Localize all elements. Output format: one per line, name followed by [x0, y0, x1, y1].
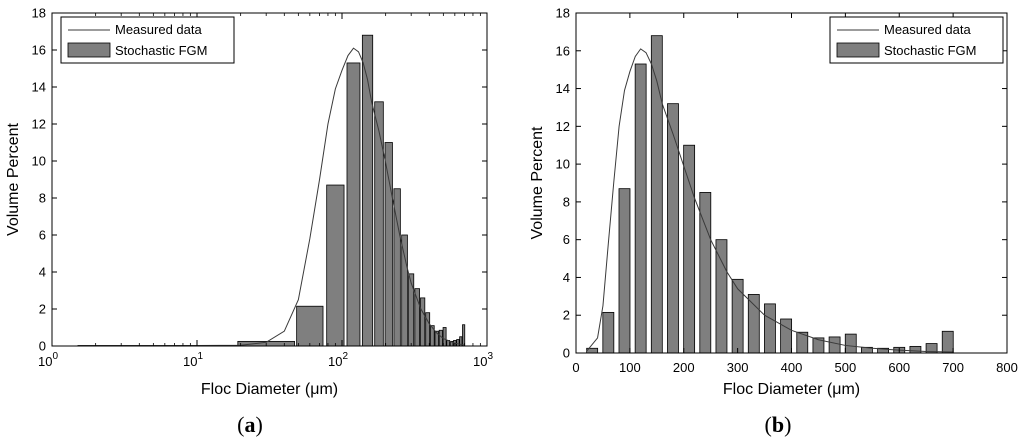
bar-1 [602, 311, 615, 354]
bar-11 [764, 303, 776, 354]
y-tick-label-8: 16 [556, 43, 570, 58]
x-tick-label-1: 100 [619, 360, 641, 375]
x-tick-exponent: 0 [52, 351, 58, 362]
bar-22 [941, 330, 954, 354]
legend-label-measured: Measured data [115, 22, 202, 37]
y-tick-label-0: 0 [39, 339, 46, 354]
x-axis-label: Floc Diameter (μm) [723, 381, 860, 398]
y-axis-label: Volume Percent [5, 122, 22, 236]
y-tick-label-1: 2 [39, 302, 46, 317]
y-tick-label-3: 6 [39, 228, 46, 243]
bar-5 [667, 103, 679, 354]
bar-12 [780, 318, 793, 354]
bar-10 [414, 288, 420, 347]
bar-15 [828, 336, 841, 354]
bar-6 [683, 144, 696, 354]
y-tick-label-4: 8 [39, 191, 46, 206]
legend: Measured data Stochastic FGM [829, 16, 1004, 64]
panel-label-open: ( [237, 412, 244, 437]
panel-label-close: ) [784, 412, 791, 437]
x-tick-label-0: 100 [38, 351, 58, 369]
bar-22 [462, 324, 466, 347]
bar-15 [438, 329, 443, 347]
bar-9 [731, 278, 744, 354]
x-tick-exponent: 2 [342, 351, 348, 362]
y-axis-label: Volume Percent [529, 126, 546, 240]
y-tick-label-6: 12 [556, 119, 570, 134]
bar-8 [715, 239, 728, 354]
bar-9 [408, 273, 415, 347]
x-tick-base: 10 [473, 354, 487, 369]
plot-area [576, 13, 1007, 353]
bar-4 [650, 35, 663, 354]
x-tick-exponent: 1 [197, 351, 203, 362]
y-tick-label-4: 8 [563, 194, 570, 209]
measured-data-line [586, 48, 954, 353]
x-tick-label-3: 300 [727, 360, 749, 375]
y-tick-label-7: 14 [32, 80, 46, 95]
bar-2 [618, 188, 631, 354]
legend-bar-swatch [836, 42, 880, 58]
bar-2 [326, 184, 345, 347]
bar-3 [346, 62, 361, 347]
axes-frame [51, 12, 488, 347]
x-tick-base: 10 [183, 354, 197, 369]
bar-10 [747, 294, 760, 354]
chart-panel-b: 0 2 4 6 8 10 12 14 16 18 0 100 200 300 400 500 600 700 800… [529, 6, 1018, 438]
panel-label: (b) [765, 412, 792, 437]
bar-11 [420, 297, 426, 347]
measured-data-line [77, 47, 465, 346]
bar-3 [634, 63, 647, 354]
y-tick-label-5: 10 [32, 154, 46, 169]
x-tick-exponent: 3 [487, 351, 493, 362]
y-tick-label-2: 4 [39, 265, 46, 280]
bar-1 [296, 305, 324, 347]
y-tick-label-3: 6 [563, 232, 570, 247]
x-tick-base: 10 [328, 354, 342, 369]
panel-label: (a) [237, 412, 263, 437]
x-tick-label-5: 500 [835, 360, 857, 375]
panel-label-open: ( [765, 412, 772, 437]
y-tick-label-1: 2 [563, 308, 570, 323]
x-tick-label-2: 200 [673, 360, 695, 375]
legend-bar-swatch [67, 42, 111, 58]
y-tick-label-8: 16 [32, 43, 46, 58]
legend: Measured data Stochastic FGM [60, 16, 235, 64]
panel-label-letter: b [772, 412, 784, 437]
legend-label-stochastic: Stochastic FGM [115, 43, 207, 58]
x-tick-label-1: 101 [183, 351, 203, 369]
legend-label-measured: Measured data [884, 22, 971, 37]
x-tick-label-2: 102 [328, 351, 348, 369]
x-tick-label-8: 800 [996, 360, 1018, 375]
x-tick-label-6: 600 [888, 360, 910, 375]
x-axis-label: Floc Diameter (μm) [201, 381, 338, 398]
y-tick-label-9: 18 [556, 6, 570, 21]
bar-16 [844, 333, 857, 354]
x-tick-label-3: 103 [473, 351, 493, 369]
y-tick-label-9: 18 [32, 6, 46, 21]
y-tick-label-2: 4 [563, 270, 570, 285]
y-tick-label-6: 12 [32, 117, 46, 132]
y-tick-label-7: 14 [556, 81, 570, 96]
bar-8 [401, 234, 408, 347]
bar-20 [909, 345, 922, 354]
panel-label-close: ) [256, 412, 263, 437]
x-tick-label-4: 400 [781, 360, 803, 375]
y-tick-label-0: 0 [563, 346, 570, 361]
y-tick-label-5: 10 [556, 157, 570, 172]
bar-5 [374, 101, 384, 347]
bar-6 [384, 142, 393, 347]
legend-label-stochastic: Stochastic FGM [884, 43, 976, 58]
x-tick-label-0: 0 [572, 360, 579, 375]
x-tick-base: 10 [38, 354, 52, 369]
panel-label-letter: a [245, 412, 256, 437]
x-tick-label-7: 700 [942, 360, 964, 375]
bar-20 [456, 339, 460, 347]
